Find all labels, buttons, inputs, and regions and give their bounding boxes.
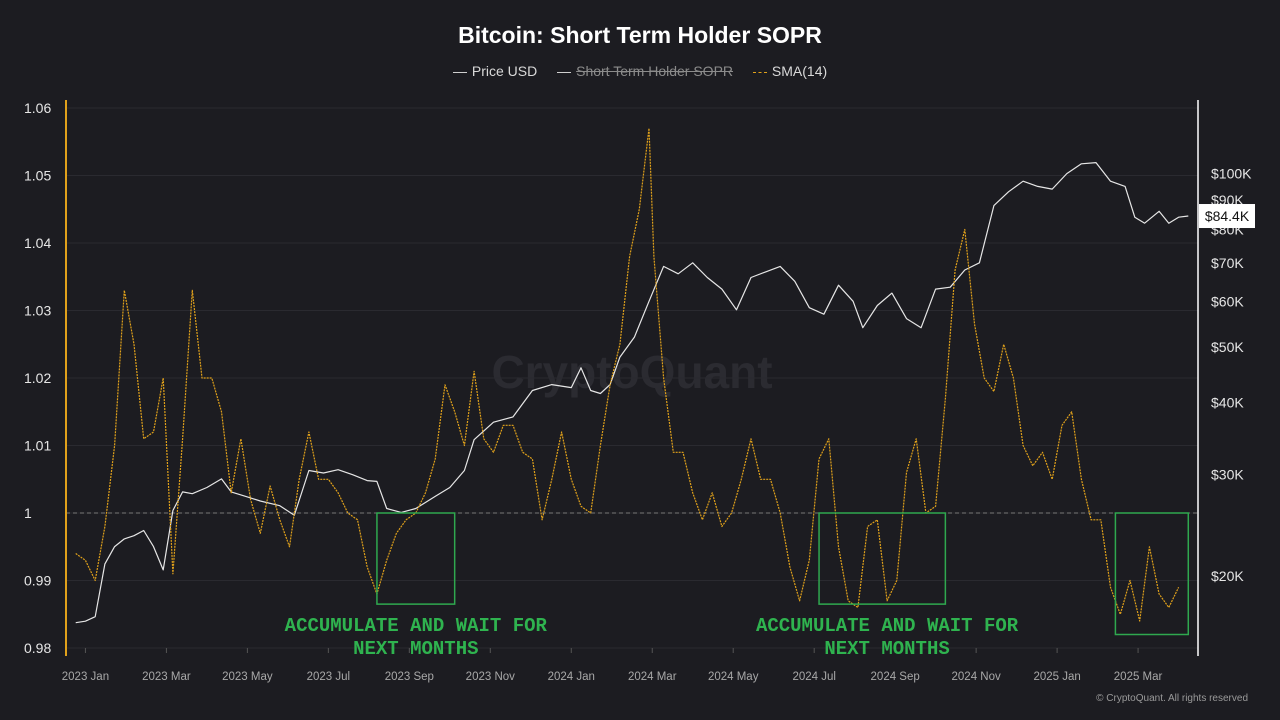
series-line-price — [75, 162, 1189, 624]
y-left-tick-label: 1.06 — [24, 100, 51, 116]
legend-label-sopr: Short Term Holder SOPR — [576, 63, 734, 79]
annotation-text: ACCUMULATE AND WAIT FOR — [756, 615, 1019, 637]
legend-item-sopr[interactable]: Short Term Holder SOPR — [557, 63, 733, 79]
y-right-tick-label: $60K — [1211, 293, 1244, 309]
legend: Price USD Short Term Holder SOPR SMA(14) — [0, 63, 1280, 79]
y-right-tick-label: $90K — [1211, 192, 1244, 208]
copyright-text: © CryptoQuant. All rights reserved — [1096, 693, 1248, 704]
y-right-tick-label: $30K — [1211, 467, 1244, 483]
x-tick-label: 2024 Nov — [952, 671, 1001, 683]
x-tick-label: 2023 Nov — [466, 671, 515, 683]
y-left-tick-label: 0.99 — [24, 573, 51, 589]
x-tick-label: 2023 May — [222, 671, 273, 683]
y-right-tick-label: $70K — [1211, 255, 1244, 271]
legend-label-sma: SMA(14) — [771, 63, 828, 79]
y-left-tick-label: 1 — [24, 505, 32, 521]
annotation-text: NEXT MONTHS — [824, 638, 949, 660]
y-left-tick-label: 1.03 — [24, 303, 51, 319]
highlight-box-3 — [1114, 512, 1190, 636]
y-left-tick-label: 1.01 — [24, 438, 51, 454]
y-right-tick-label: $100K — [1211, 166, 1252, 182]
y-left-tick-label: 1.04 — [24, 235, 51, 251]
x-tick-label: 2024 Sep — [871, 671, 920, 683]
legend-swatch-sopr — [557, 71, 572, 73]
x-tick-label: 2025 Mar — [1114, 671, 1163, 683]
x-tick-label: 2023 Jan — [62, 671, 109, 683]
highlight-box-1 — [376, 512, 456, 605]
y-left-tick-label: 0.98 — [24, 640, 51, 656]
current-price-label: $84.4K — [1205, 208, 1250, 224]
x-tick-label: 2023 Jul — [307, 671, 350, 683]
x-tick-label: 2024 Jul — [792, 671, 835, 683]
annotation-text: NEXT MONTHS — [353, 638, 478, 660]
y-left-tick-label: 1.02 — [24, 370, 51, 386]
legend-item-price[interactable]: Price USD — [452, 63, 538, 79]
x-tick-label: 2024 May — [708, 671, 759, 683]
legend-swatch-sma — [752, 71, 767, 73]
highlight-box-2 — [818, 512, 947, 605]
x-tick-label: 2024 Jan — [548, 671, 595, 683]
x-tick-label: 2024 Mar — [628, 671, 677, 683]
legend-item-sma[interactable]: SMA(14) — [752, 63, 828, 79]
annotation-text: ACCUMULATE AND WAIT FOR — [285, 615, 548, 637]
y-right-tick-label: $20K — [1211, 568, 1244, 584]
x-tick-label: 2023 Mar — [142, 671, 191, 683]
series-line-sma — [75, 127, 1180, 622]
y-right-tick-label: $40K — [1211, 395, 1244, 411]
y-left-tick-label: 1.05 — [24, 168, 51, 184]
x-tick-label: 2023 Sep — [385, 671, 434, 683]
legend-swatch-price — [452, 71, 467, 73]
y-right-tick-label: $50K — [1211, 339, 1244, 355]
legend-label-price: Price USD — [471, 63, 538, 79]
chart-title: Bitcoin: Short Term Holder SOPR — [458, 22, 822, 48]
x-tick-label: 2025 Jan — [1033, 671, 1080, 683]
current-price-badge — [1199, 204, 1255, 229]
